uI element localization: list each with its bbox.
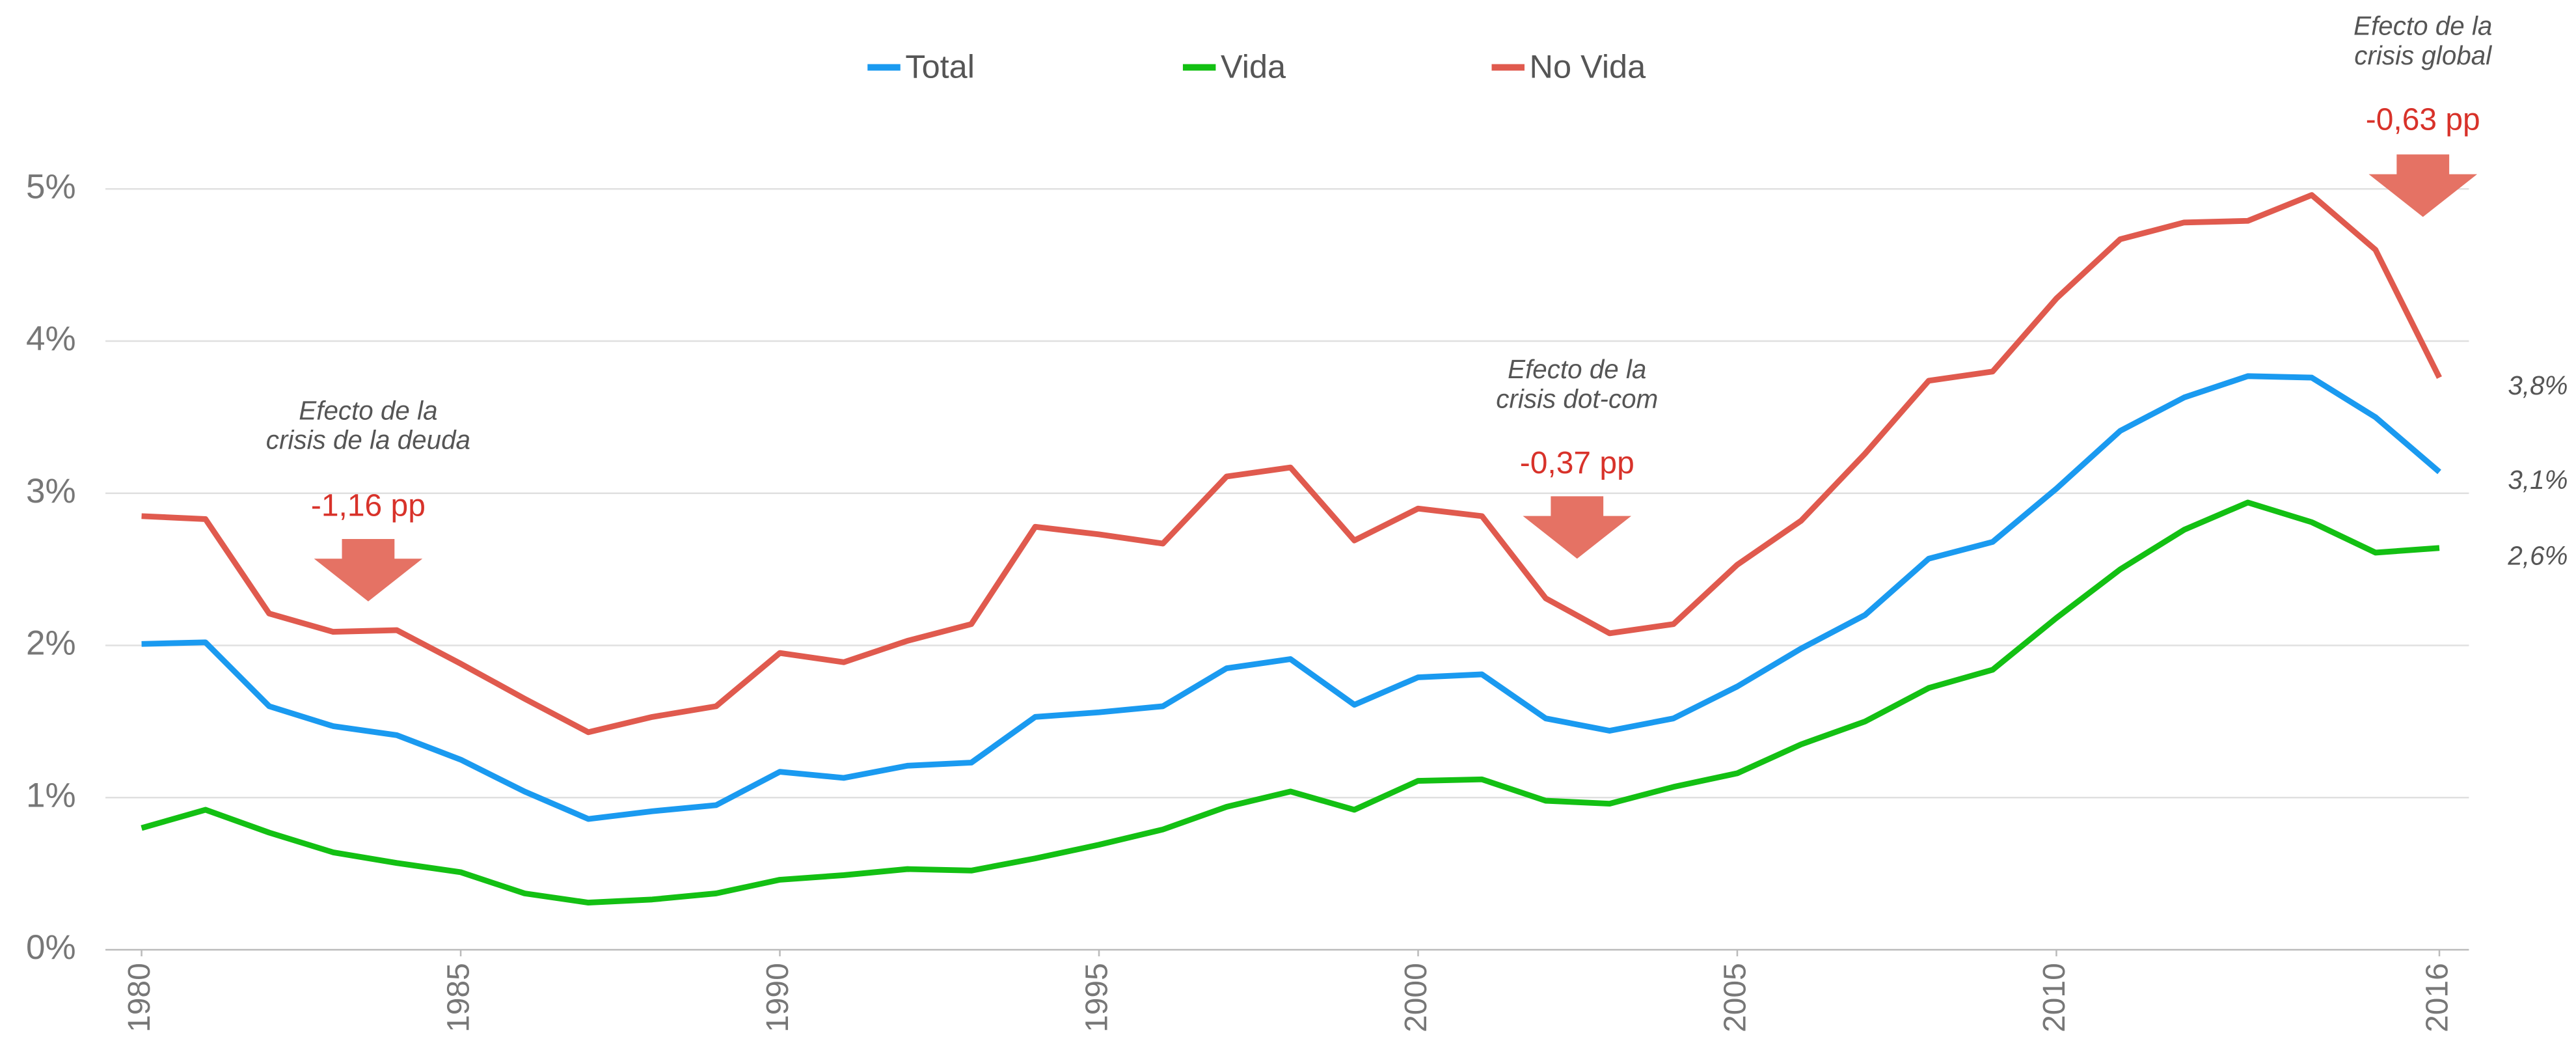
y-tick-label: 2% [26,624,76,663]
y-tick-label: 4% [26,320,76,358]
x-tick-label: 2016 [2420,963,2455,1032]
x-tick-label: 1990 [761,963,795,1032]
annotation-text: crisis dot-com [1496,384,1658,414]
annotation-arrow [1523,496,1632,559]
annotation-delta: -0,63 pp [2366,102,2480,137]
legend-label: No Vida [1530,48,1647,85]
end-value-label: 3,8% [2508,370,2568,400]
x-tick-label: 1980 [122,963,157,1032]
series-line [141,192,2442,736]
annotation-delta: -0,37 pp [1520,446,1634,480]
legend-label: Total [905,48,975,85]
end-value-label: 2,6% [2507,541,2568,571]
y-tick-label: 1% [26,776,76,814]
y-tick-label: 3% [26,472,76,510]
series-line [141,499,2440,905]
annotation-arrow [314,538,423,601]
end-value-label: 3,1% [2508,465,2568,495]
x-tick-label: 2000 [1399,963,1433,1032]
x-tick-label: 1995 [1080,963,1115,1032]
series-line [141,373,2441,822]
y-tick-label: 0% [26,928,76,967]
annotation-text: crisis global [2354,40,2492,70]
x-tick-label: 1985 [442,963,476,1032]
y-tick-label: 5% [26,167,76,206]
annotation-text: Efecto de la [1508,354,1646,384]
x-tick-label: 2010 [2037,963,2072,1032]
legend-label: Vida [1221,48,1286,85]
annotation-text: Efecto de la [2353,11,2492,41]
annotation-delta: -1,16 pp [311,489,426,523]
annotation-text: Efecto de la [299,395,437,425]
annotation-arrow [2368,154,2478,217]
x-tick-label: 2005 [1718,963,1753,1032]
annotation-text: crisis de la deuda [266,425,470,455]
